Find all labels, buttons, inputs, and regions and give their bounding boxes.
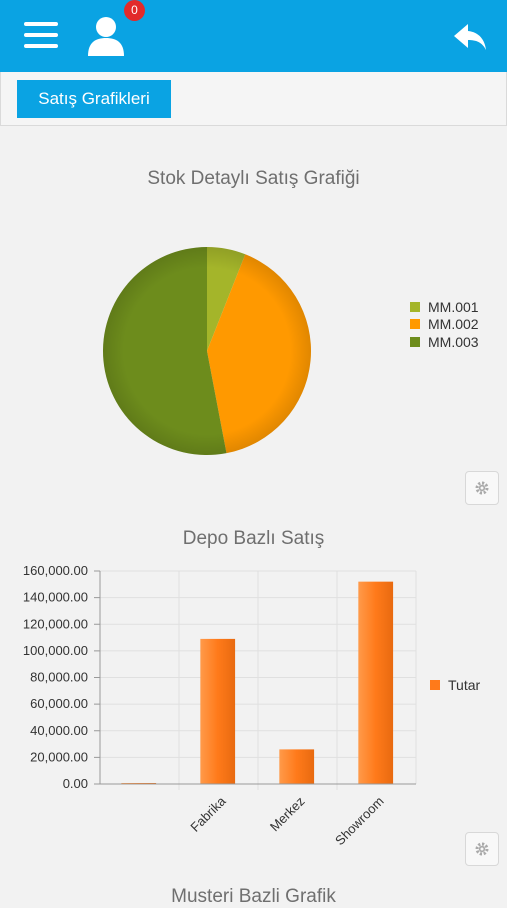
y-tick-label: 80,000.00 [30,670,88,685]
bar-fabrika [200,638,236,784]
legend-swatch [410,301,420,312]
y-tick-label: 100,000.00 [23,643,88,658]
pie-chart-title: Stok Detaylı Satış Grafiği [147,168,360,189]
notification-badge: 0 [124,0,145,21]
legend-swatch [410,319,420,330]
bar-chart: 0.00 20,000.00 40,000.00 60,000.00 80,000.00… [23,563,417,849]
pie-legend-item: MM.003 [410,333,479,351]
gear-icon [475,481,489,495]
legend-label: MM.003 [428,333,479,350]
toolbar: Satış Grafikleri [0,72,507,126]
x-tick-label: Showroom [332,794,387,849]
y-tick-label: 60,000.00 [30,696,88,711]
y-tick-label: 120,000.00 [23,616,88,631]
menu-icon[interactable] [24,22,58,48]
y-tick-label: 160,000.00 [23,563,88,578]
pie-chart [103,247,311,455]
sales-charts-button[interactable]: Satış Grafikleri [17,80,171,118]
legend-label: Tutar [448,676,481,693]
x-tick-label: Merkez [267,794,308,835]
pie-legend-item: MM.002 [410,316,479,334]
bar-showroom [358,581,394,784]
bar-chart-title: Depo Bazlı Satış [182,528,325,549]
y-tick-label: 20,000.00 [30,749,88,764]
bar-merkez [279,749,315,784]
app-header: 0 [0,0,507,72]
pie-shading [103,247,311,455]
legend-swatch [410,336,420,347]
y-tick-label: 40,000.00 [30,723,88,738]
legend-label: MM.001 [428,298,479,315]
bar-legend: Tutar [430,676,480,694]
y-tick-label: 0.00 [63,776,88,791]
gear-icon [475,842,489,856]
legend-label: MM.002 [428,316,479,333]
back-icon[interactable] [452,18,488,54]
pie-legend: MM.001 MM.002 MM.003 [410,298,479,351]
user-icon[interactable] [86,14,126,58]
third-chart-title: Musteri Bazli Grafik [171,886,336,907]
legend-swatch [430,679,440,690]
y-tick-label: 140,000.00 [23,590,88,605]
bar-settings-button[interactable] [465,832,499,866]
pie-settings-button[interactable] [465,471,499,505]
pie-legend-item: MM.001 [410,298,479,316]
bar-legend-item: Tutar [430,676,480,694]
x-tick-label: Fabrika [187,793,229,835]
